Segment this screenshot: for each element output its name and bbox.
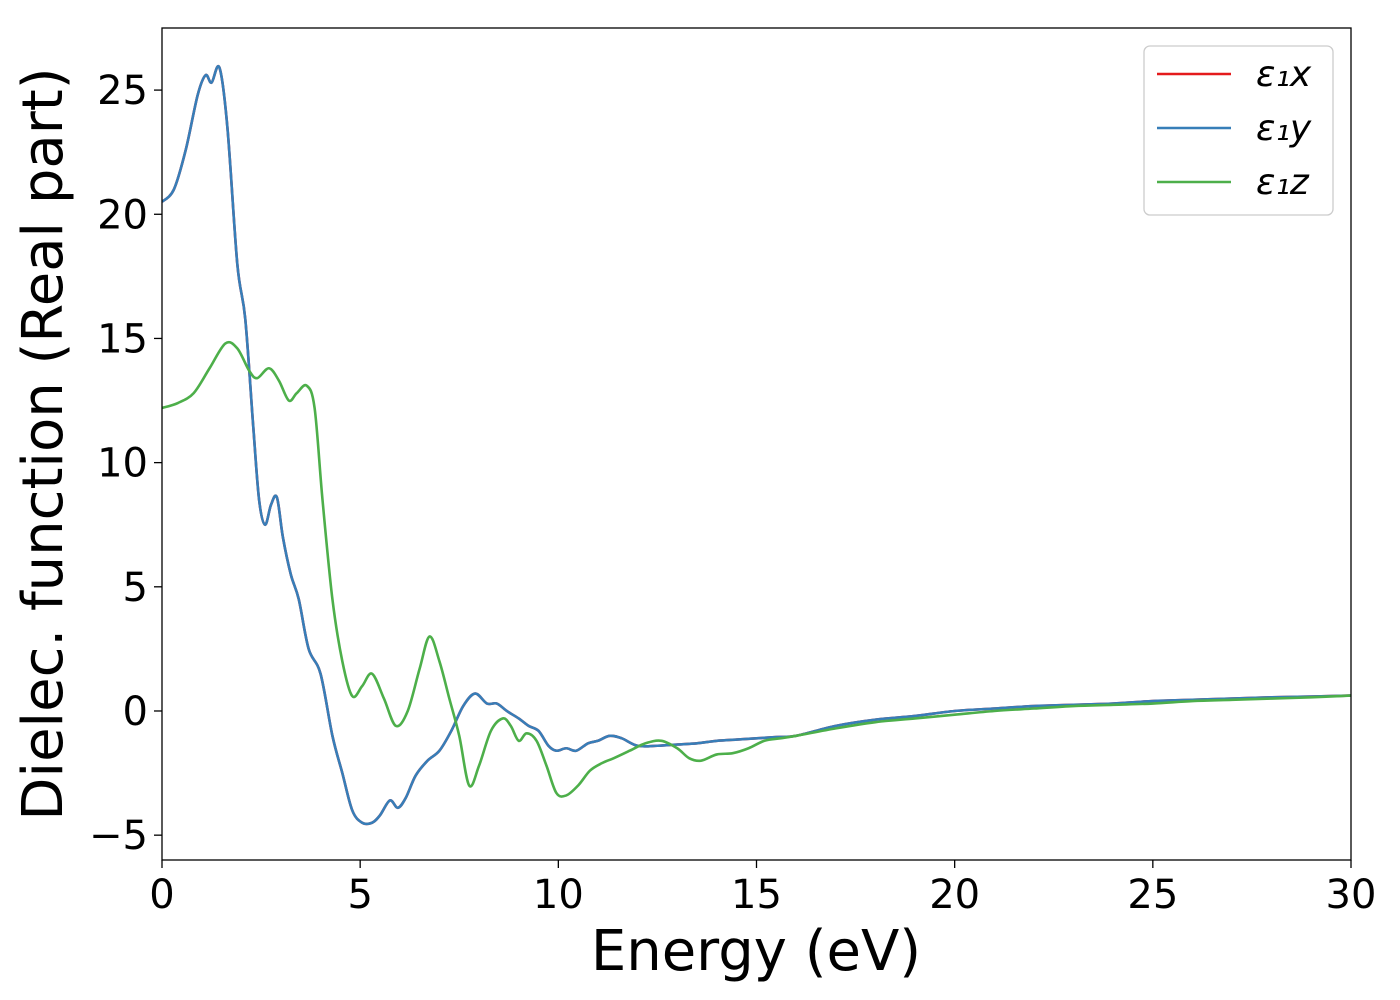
legend: ε₁x ε₁y ε₁z <box>1143 45 1334 216</box>
y-axis-ticks: −5 0 5 10 15 20 25 <box>89 68 162 859</box>
legend-box <box>1143 45 1334 216</box>
x-tick-label: 15 <box>731 872 782 918</box>
x-tick-label: 10 <box>533 872 584 918</box>
y-tick-label: 0 <box>123 689 148 735</box>
y-tick-label: 10 <box>97 441 148 487</box>
x-tick-label: 20 <box>929 872 980 918</box>
x-tick-label: 5 <box>347 872 372 918</box>
x-axis-label: Energy (eV) <box>591 919 921 984</box>
y-tick-label: 15 <box>97 316 148 362</box>
x-tick-label: 30 <box>1326 872 1377 918</box>
legend-label-2: ε₁y <box>1256 108 1312 149</box>
x-tick-label: 25 <box>1127 872 1178 918</box>
y-tick-label: −5 <box>89 813 148 859</box>
legend-items: ε₁x ε₁y ε₁z <box>1157 54 1312 203</box>
x-tick-label: 0 <box>149 872 174 918</box>
series-lines <box>162 64 1351 826</box>
series-line-2 <box>162 64 1351 826</box>
y-axis-label: Dielec. function (Real part) <box>11 67 76 820</box>
y-tick-label: 25 <box>97 68 148 114</box>
y-tick-label: 5 <box>123 565 148 611</box>
y-tick-label: 20 <box>97 192 148 238</box>
legend-label-1: ε₁x <box>1256 54 1312 95</box>
series-line-3 <box>162 340 1351 798</box>
legend-label-3: ε₁z <box>1256 162 1310 203</box>
x-axis-ticks: 0 5 10 15 20 25 30 <box>149 860 1376 918</box>
